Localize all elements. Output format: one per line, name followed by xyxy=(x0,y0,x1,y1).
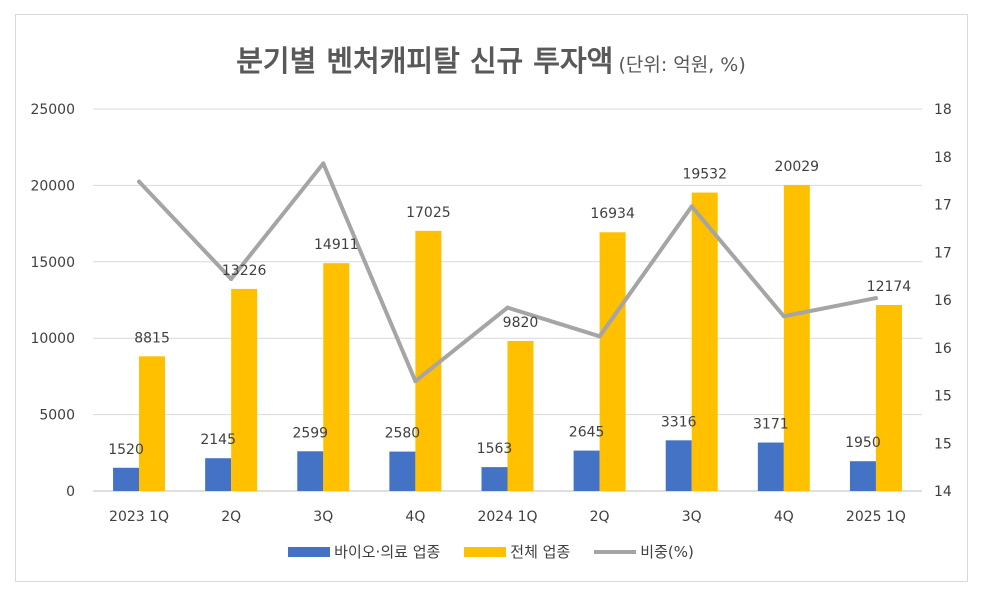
legend-label-bio: 바이오·의료 업종 xyxy=(334,543,441,561)
bar-total xyxy=(599,232,626,491)
bar-bio xyxy=(665,440,692,491)
legend-item-share[interactable]: 비중(%) xyxy=(594,541,694,562)
bar-bio xyxy=(389,451,416,491)
data-label-total: 16934 xyxy=(590,206,635,222)
legend-label-share: 비중(%) xyxy=(640,543,694,561)
share-point xyxy=(229,276,234,281)
legend-label-total: 전체 업종 xyxy=(510,543,571,561)
data-label-bio: 3171 xyxy=(753,417,789,433)
legend-swatch-total xyxy=(464,546,507,557)
bar-bio xyxy=(757,442,784,491)
data-label-bio: 2580 xyxy=(385,426,421,442)
share-point xyxy=(781,314,786,319)
share-point xyxy=(413,379,418,384)
data-label-bio: 1950 xyxy=(845,435,881,451)
y2-tick-label: 16 xyxy=(934,293,952,309)
bar-bio xyxy=(113,467,140,491)
bar-bio xyxy=(205,458,232,491)
bar-bio xyxy=(481,467,508,491)
legend-item-bio[interactable]: 바이오·의료 업종 xyxy=(288,541,440,562)
share-point xyxy=(873,296,878,301)
bar-total xyxy=(691,192,718,492)
bar-total xyxy=(415,230,442,491)
bar-total xyxy=(231,288,258,491)
data-label-bio: 2645 xyxy=(569,425,605,441)
data-label-total: 20029 xyxy=(775,159,820,175)
x-tick-label: 4Q xyxy=(774,509,794,525)
y2-tick-label: 15 xyxy=(934,389,952,405)
data-label-total: 8815 xyxy=(134,330,170,346)
data-label-total: 17025 xyxy=(406,205,451,221)
y2-tick-label: 14 xyxy=(934,484,952,500)
y2-tick-label: 15 xyxy=(934,436,952,452)
data-label-total: 14911 xyxy=(314,237,359,253)
x-tick-label: 3Q xyxy=(682,509,702,525)
bar-total xyxy=(323,263,350,491)
data-label-total: 12174 xyxy=(867,279,912,295)
bar-total xyxy=(783,184,810,491)
data-label-bio: 3316 xyxy=(661,414,697,430)
y2-tick-label: 18 xyxy=(934,150,952,166)
x-tick-label: 3Q xyxy=(313,509,333,525)
y2-tick-label: 17 xyxy=(934,198,952,214)
chart-unit-label: (단위: 억원, %) xyxy=(618,54,746,76)
share-point xyxy=(321,161,326,166)
data-label-total: 13226 xyxy=(222,263,267,279)
x-tick-label: 2024 1Q xyxy=(477,509,537,525)
y2-tick-label: 17 xyxy=(934,245,952,261)
data-label-bio: 1563 xyxy=(477,441,513,457)
chart-title: 분기별 벤처캐피탈 신규 투자액 xyxy=(236,44,614,78)
bar-bio xyxy=(297,451,324,491)
data-label-total: 19532 xyxy=(682,167,727,183)
legend-swatch-share xyxy=(594,549,637,554)
y2-tick-label: 18 xyxy=(934,102,952,118)
x-tick-label: 2Q xyxy=(221,509,241,525)
y-tick-label: 5000 xyxy=(39,408,75,424)
x-tick-label: 2Q xyxy=(590,509,610,525)
bar-bio xyxy=(849,461,876,491)
share-point xyxy=(137,179,142,184)
data-label-bio: 2599 xyxy=(292,425,328,441)
bar-total xyxy=(875,304,902,491)
x-tick-label: 4Q xyxy=(405,509,425,525)
data-label-total: 9820 xyxy=(503,315,539,331)
x-tick-label: 2023 1Q xyxy=(109,509,169,525)
bar-total xyxy=(507,340,534,491)
y-tick-label: 20000 xyxy=(30,178,75,194)
y-tick-label: 0 xyxy=(66,484,75,500)
y2-tick-label: 16 xyxy=(934,341,952,357)
y-tick-label: 25000 xyxy=(30,102,75,118)
share-point xyxy=(689,204,694,209)
y-tick-label: 15000 xyxy=(30,255,75,271)
share-point xyxy=(505,305,510,310)
data-label-bio: 1520 xyxy=(108,442,144,458)
data-label-bio: 2145 xyxy=(200,432,236,448)
bar-bio xyxy=(573,450,600,491)
share-point xyxy=(597,334,602,339)
chart-title-block: 분기별 벤처캐피탈 신규 투자액 (단위: 억원, %) xyxy=(0,38,982,80)
legend-swatch-bio xyxy=(288,546,331,557)
chart-frame xyxy=(15,14,968,582)
y-tick-label: 10000 xyxy=(30,331,75,347)
x-tick-label: 2025 1Q xyxy=(846,509,906,525)
legend-item-total[interactable]: 전체 업종 xyxy=(464,541,570,562)
chart-legend: 바이오·의료 업종 전체 업종 비중(%) xyxy=(0,541,982,562)
bar-total xyxy=(139,356,166,491)
